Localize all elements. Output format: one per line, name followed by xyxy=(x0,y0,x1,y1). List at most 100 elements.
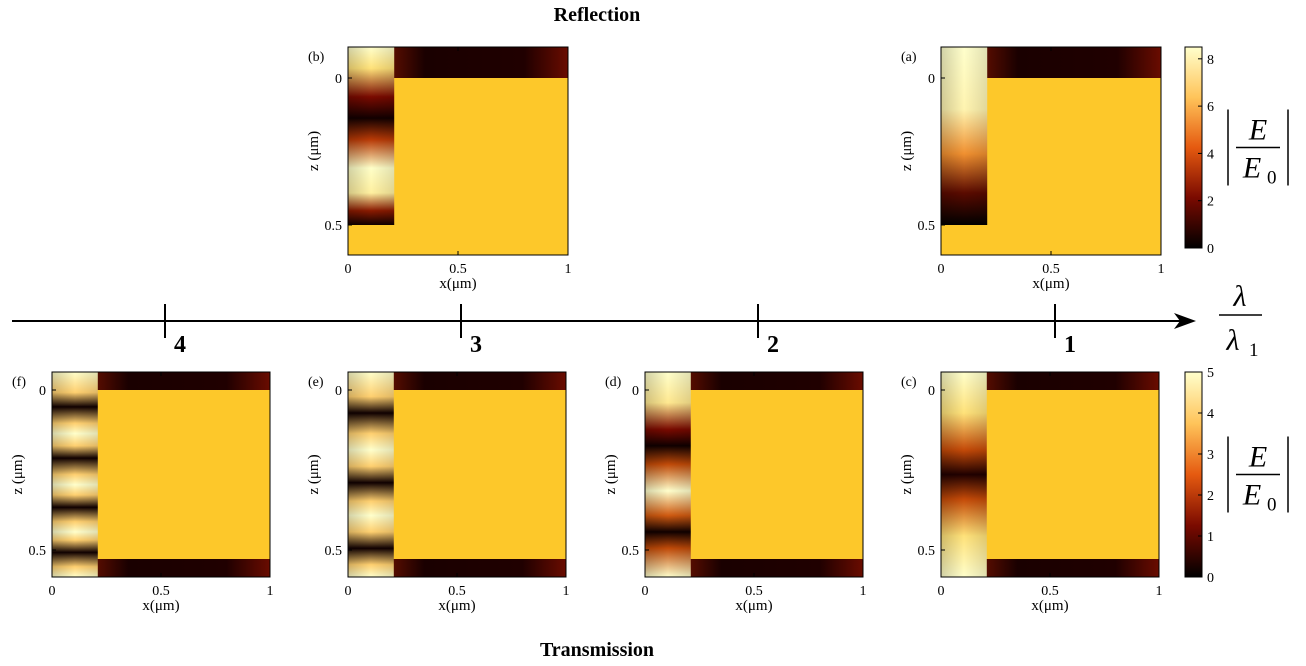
y-tick-label: 0 xyxy=(335,384,342,399)
y-tick-label: 0.5 xyxy=(29,544,47,559)
surface-field-band-top xyxy=(52,372,270,390)
field-map-panel: 0 0.5 1 x(μm) 0 0.5 z (μm) (d) xyxy=(603,371,867,614)
x-axis-label: x(μm) xyxy=(1032,276,1069,292)
y-tick-label: 0 xyxy=(335,72,342,87)
x-tick-label: 0.5 xyxy=(1041,584,1059,599)
arrowhead-icon xyxy=(1174,313,1196,329)
panel-label: (f) xyxy=(12,375,26,390)
colorbar-tick-label: 6 xyxy=(1207,100,1214,115)
y-tick-label: 0 xyxy=(928,384,935,399)
slit-shading xyxy=(52,372,98,577)
y-axis-label: z (μm) xyxy=(306,454,322,494)
field-map-panel: 0 0.5 1 x(μm) 0 0.5 z (μm) (e) xyxy=(306,371,570,614)
colorbar-tick-label: 8 xyxy=(1207,53,1214,68)
x-tick-label: 1 xyxy=(860,584,867,599)
panel-label: (c) xyxy=(901,375,917,390)
tick-label-1: 1 xyxy=(1064,332,1076,358)
y-tick-label: 0.5 xyxy=(622,544,640,559)
transmission-title: Transmission xyxy=(540,639,654,661)
y-axis-label: z (μm) xyxy=(899,131,915,171)
panel-label: (a) xyxy=(901,50,917,65)
x-tick-label: 1 xyxy=(565,262,572,277)
y-tick-label: 0 xyxy=(632,384,639,399)
surface-field-band-top xyxy=(348,372,566,390)
x-tick-label: 0 xyxy=(345,584,352,599)
x-axis-label: x(μm) xyxy=(142,598,179,614)
surface-field-band-bottom xyxy=(348,559,566,577)
x-tick-label: 1 xyxy=(1158,262,1165,277)
field-label-denominator: E xyxy=(1242,479,1261,512)
colorbar-tick-label: 4 xyxy=(1207,147,1214,162)
x-axis-label: x(μm) xyxy=(1031,598,1068,614)
y-tick-label: 0 xyxy=(39,384,46,399)
surface-field-band-bottom xyxy=(645,559,863,577)
field-map-panel: 0 0.5 1 x(μm) 0 0.5 z (μm) (b) xyxy=(306,46,572,292)
x-tick-label: 0.5 xyxy=(1042,262,1060,277)
surface-field-band-bottom xyxy=(941,559,1159,577)
y-tick-label: 0.5 xyxy=(325,544,343,559)
y-tick-label: 0 xyxy=(928,72,935,87)
tick-label-4: 4 xyxy=(174,332,186,358)
colorbar-tick-label: 2 xyxy=(1207,195,1214,210)
tick-label-3: 3 xyxy=(470,332,482,358)
colorbar-tick-label: 3 xyxy=(1207,448,1214,463)
panel-label: (b) xyxy=(308,50,325,65)
field-map-panel: 0 0.5 1 x(μm) 0 0.5 z (μm) (c) xyxy=(899,371,1163,614)
slit-shading xyxy=(941,372,987,577)
wavelength-axis: 4 3 2 1 λ λ 1 xyxy=(12,280,1262,361)
slit-shading xyxy=(645,372,691,577)
field-label-numerator: E xyxy=(1248,114,1267,147)
y-axis-label: z (μm) xyxy=(899,454,915,494)
field-label-denominator-sub: 0 xyxy=(1267,168,1277,189)
colorbar-tick-label: 2 xyxy=(1207,489,1214,504)
slit-shading xyxy=(941,47,988,225)
field-map-panel: 0 0.5 1 x(μm) 0 0.5 z (μm) (f) xyxy=(10,371,274,614)
y-tick-label: 0.5 xyxy=(918,544,936,559)
panel-label: (d) xyxy=(605,375,622,390)
x-tick-label: 0.5 xyxy=(745,584,763,599)
x-tick-label: 0.5 xyxy=(152,584,170,599)
surface-field-band-bottom xyxy=(52,559,270,577)
y-tick-label: 0.5 xyxy=(918,219,936,234)
colorbar-tick-label: 0 xyxy=(1207,571,1214,586)
colorbar-gradient xyxy=(1184,46,1203,249)
y-axis-label: z (μm) xyxy=(306,131,322,171)
field-label-denominator-sub: 0 xyxy=(1267,495,1277,516)
slit-shading xyxy=(348,47,395,225)
x-tick-label: 0.5 xyxy=(448,584,466,599)
x-tick-label: 0 xyxy=(49,584,56,599)
field-label-numerator: E xyxy=(1248,441,1267,474)
colorbar-tick-label: 1 xyxy=(1207,530,1214,545)
y-tick-label: 0.5 xyxy=(325,219,343,234)
field-label-denominator: E xyxy=(1242,152,1261,185)
x-axis-label: x(μm) xyxy=(735,598,772,614)
x-tick-label: 0 xyxy=(345,262,352,277)
colorbar-tick-label: 5 xyxy=(1207,366,1214,381)
x-tick-label: 1 xyxy=(1156,584,1163,599)
panels: 0 0.5 1 x(μm) 0 0.5 z (μm) (b) 0 0.5 1 x(μm) 0 0.5 z (… xyxy=(10,46,1165,614)
tick-label-2: 2 xyxy=(767,332,779,358)
colorbar-gradient xyxy=(1184,371,1203,578)
x-tick-label: 1 xyxy=(563,584,570,599)
colorbar-tick-label: 4 xyxy=(1207,407,1214,422)
y-axis-label: z (μm) xyxy=(603,454,619,494)
reflection-title: Reflection xyxy=(554,4,641,26)
x-axis-label: x(μm) xyxy=(438,598,475,614)
y-axis-label: z (μm) xyxy=(10,454,26,494)
x-tick-label: 0.5 xyxy=(449,262,467,277)
x-tick-label: 0 xyxy=(938,262,945,277)
surface-field-band-top xyxy=(645,372,863,390)
x-axis-label: x(μm) xyxy=(439,276,476,292)
panel-label: (e) xyxy=(308,375,324,390)
x-tick-label: 0 xyxy=(938,584,945,599)
colorbar-tick-label: 0 xyxy=(1207,242,1214,257)
x-tick-label: 0 xyxy=(642,584,649,599)
x-tick-label: 1 xyxy=(267,584,274,599)
slit-shading xyxy=(348,372,394,577)
lambda-denominator-sub: 1 xyxy=(1249,340,1259,361)
field-map-panel: 0 0.5 1 x(μm) 0 0.5 z (μm) (a) xyxy=(899,46,1165,292)
